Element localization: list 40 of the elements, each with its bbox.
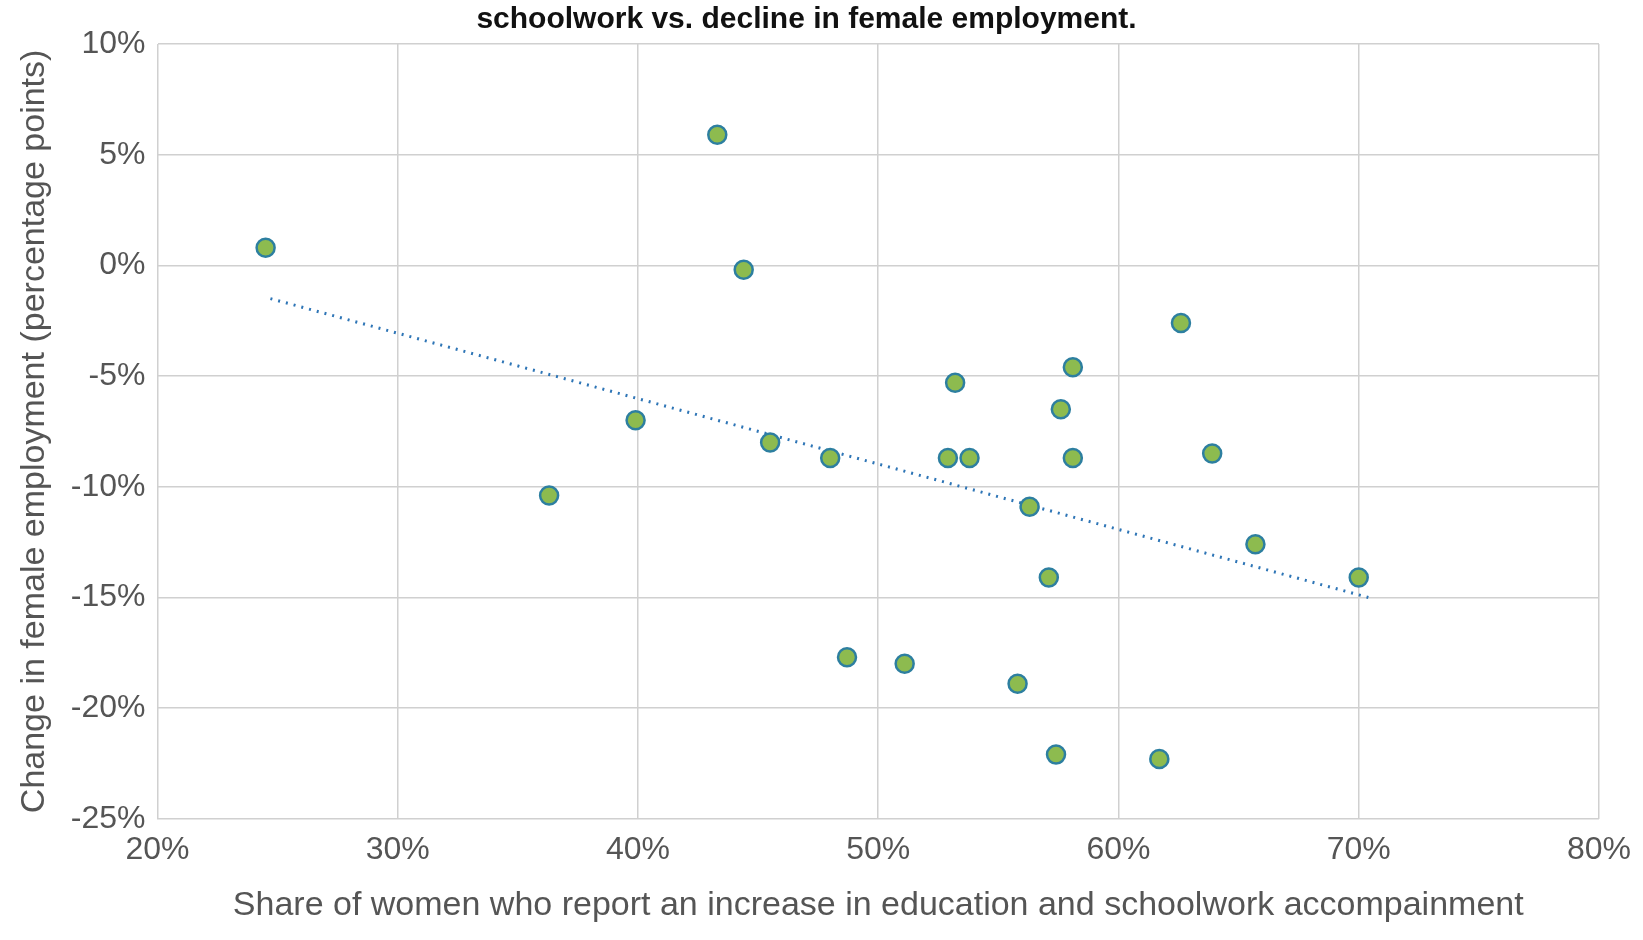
point bbox=[1170, 312, 1192, 334]
y-tick-label: -5% bbox=[88, 355, 146, 392]
point bbox=[894, 653, 915, 675]
point bbox=[625, 410, 646, 431]
y-tick-label: 5% bbox=[99, 134, 146, 171]
x-axis-title: Share of women who report an increase in education and schoolwork accompainment bbox=[232, 883, 1525, 922]
x-tick-label: 60% bbox=[1086, 829, 1151, 866]
point bbox=[733, 259, 754, 281]
point bbox=[1062, 447, 1084, 469]
point bbox=[1045, 744, 1067, 765]
point bbox=[1050, 399, 1072, 420]
x-tick-label: 40% bbox=[605, 829, 671, 866]
point bbox=[1149, 748, 1170, 770]
point bbox=[538, 485, 560, 506]
point bbox=[1038, 567, 1060, 588]
x-tick-label: 50% bbox=[846, 829, 911, 866]
point bbox=[959, 447, 980, 469]
point bbox=[1348, 567, 1369, 588]
point bbox=[1062, 356, 1084, 378]
x-tick-label: 30% bbox=[365, 829, 430, 866]
point bbox=[937, 447, 959, 469]
point bbox=[944, 372, 966, 393]
y-tick-label: -20% bbox=[70, 687, 146, 724]
point bbox=[759, 432, 781, 453]
point bbox=[836, 646, 858, 668]
point bbox=[707, 124, 728, 146]
y-tick-label: 0% bbox=[99, 245, 146, 282]
point bbox=[1245, 534, 1266, 555]
point bbox=[1201, 443, 1223, 464]
point bbox=[1007, 673, 1028, 695]
x-tick-label: 70% bbox=[1326, 829, 1391, 866]
point bbox=[819, 447, 841, 469]
chart-title: schoolwork vs. decline in female employment. bbox=[476, 1, 1137, 35]
x-tick-label: 80% bbox=[1566, 829, 1631, 866]
point bbox=[255, 237, 276, 258]
y-tick-label: -10% bbox=[70, 466, 146, 503]
point bbox=[1019, 496, 1040, 517]
y-tick-label: 10% bbox=[81, 23, 146, 60]
y-tick-label: -15% bbox=[70, 577, 146, 614]
y-axis-title: Change in female employment (percentage points) bbox=[12, 49, 51, 814]
